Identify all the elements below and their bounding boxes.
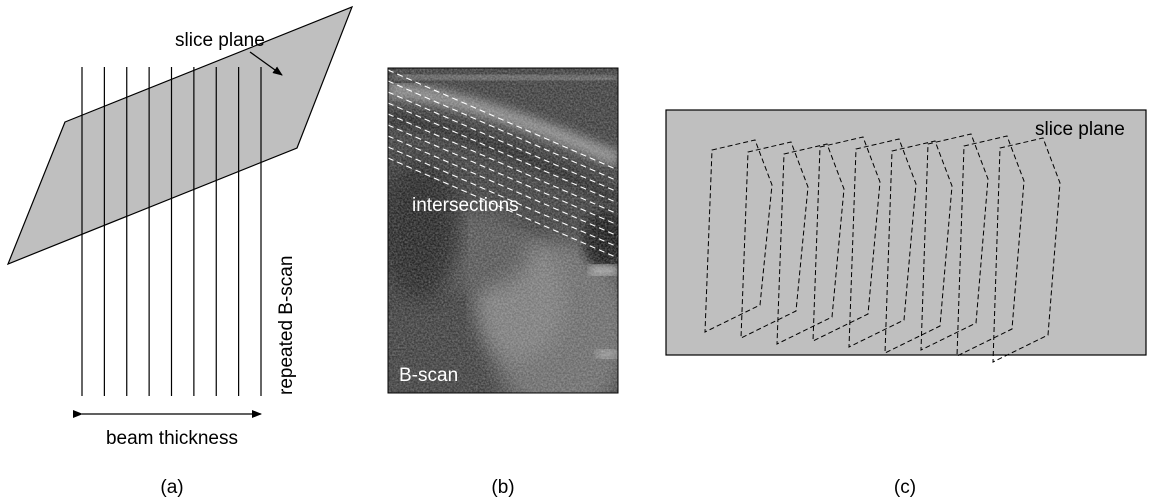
intersection-outline [956,135,1025,357]
intersection-dashed-lines [388,69,618,259]
panel-c: slice plane (c) [665,109,1147,498]
intersection-outline [920,133,989,351]
repeated-bscan-label: repeated B-scan [276,256,297,395]
panel-b: intersections B-scan (b) [387,67,619,498]
intersection-line [388,146,618,248]
panel-a: slice plane repeated B-scan beam thickne… [6,5,354,498]
intersection-line [388,135,618,237]
slice-plane-label: slice plane [175,30,265,51]
repeated-bscan-lines [81,67,262,396]
slice-plane-label-c: slice plane [1035,119,1125,140]
intersection-outline [884,140,953,354]
intersection-outlines [704,133,1061,363]
intersection-outline [776,143,845,345]
intersection-line [388,124,618,226]
panel-c-label: (c) [894,477,916,498]
intersection-outline [848,138,917,348]
intersection-line [388,113,618,215]
intersection-line [388,157,618,259]
intersection-outline [812,136,881,342]
slice-plane-rect [665,109,1147,356]
intersection-line [388,69,618,171]
intersection-outline [992,137,1061,363]
intersection-outline [740,141,809,339]
beam-thickness-label: beam thickness [106,428,238,449]
ultrasound-image [388,68,618,393]
slice-plane-shape [6,5,354,266]
intersection-line [388,80,618,182]
intersections-label: intersections [412,195,519,216]
bscan-label: B-scan [399,365,458,386]
intersection-line [388,102,618,204]
intersection-line [388,91,618,193]
panel-b-label: (b) [491,477,514,498]
slice-plane-arrow [249,51,283,76]
intersection-outline [704,139,773,333]
panel-a-label: (a) [160,477,183,498]
